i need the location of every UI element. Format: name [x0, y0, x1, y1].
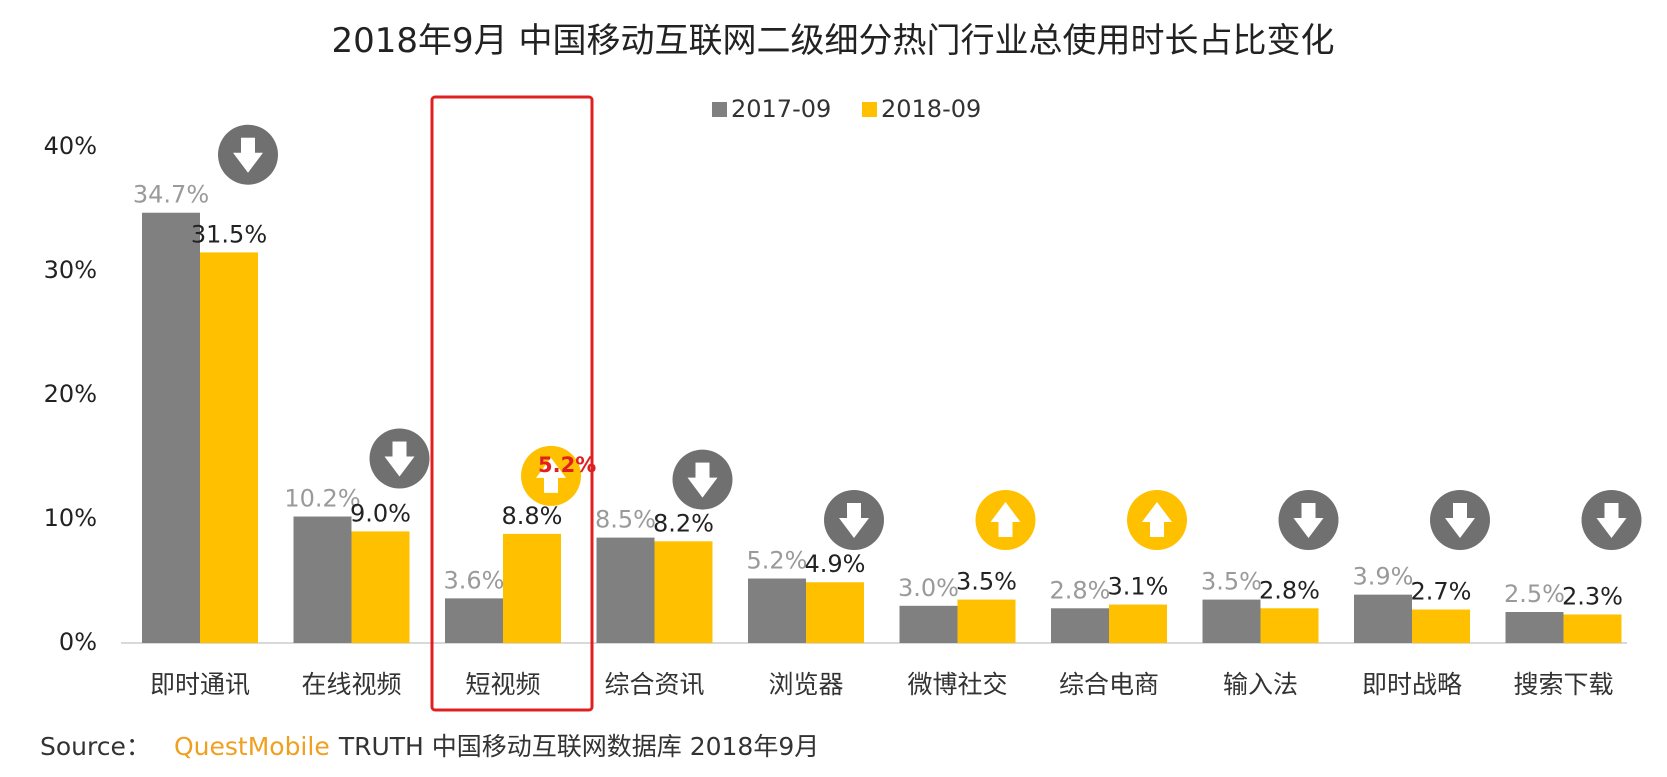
category-label: 输入法 — [1223, 670, 1298, 699]
bar-2018-09 — [654, 541, 713, 643]
category-label: 在线视频 — [301, 670, 401, 699]
category-labels-group: 即时通讯 在线视频 短视频 综合资讯 浏览器 微博社交 综合电商 输入法 即时战略 搜索下载 — [150, 670, 1614, 699]
bar-2018-09 — [503, 533, 561, 643]
bar-2018-09 — [200, 252, 258, 643]
bar-2018-09 — [1260, 608, 1319, 643]
bar-2017-09 — [1051, 608, 1109, 643]
y-tick-label: 30% — [44, 256, 97, 284]
arrow-down-icon — [1278, 490, 1339, 550]
source-brand: QuestMobile — [174, 732, 330, 761]
legend-swatch-2017 — [712, 102, 727, 117]
category-label: 浏览器 — [768, 670, 843, 699]
source-prefix: Source： — [40, 732, 151, 761]
svg-text:Source： QuestMobile: Source： QuestMobile TRUTH 中国移动互联网数据库 201… — [40, 732, 819, 761]
data-label: 34.7% — [133, 181, 209, 209]
legend-swatch-2018 — [862, 102, 877, 117]
bar-2017-09 — [596, 537, 655, 643]
bars-group — [142, 212, 1622, 643]
source-line: Source： QuestMobile TRUTH 中国移动互联网数据库 201… — [40, 732, 819, 761]
category-label: 即时通讯 — [150, 670, 250, 699]
category-label: 微博社交 — [907, 670, 1007, 699]
arrow-down-icon — [218, 124, 278, 185]
bar-2017-09 — [293, 516, 352, 643]
data-label: 31.5% — [191, 220, 267, 248]
y-tick-label: 40% — [44, 132, 97, 160]
legend-label-2017: 2017-09 — [731, 95, 831, 123]
bar-2018-09 — [806, 582, 864, 643]
arrow-down-icon — [672, 449, 733, 510]
data-label: 9.0% — [350, 499, 411, 527]
bar-2018-09 — [957, 599, 1016, 643]
data-label: 3.9% — [1353, 563, 1414, 591]
data-label: 2.5% — [1504, 580, 1565, 608]
y-axis: 0% 10% 20% 30% 40% — [44, 132, 97, 656]
arrow-down-icon — [824, 490, 884, 550]
data-label: 2.8% — [1050, 576, 1111, 604]
bar-2017-09 — [445, 598, 503, 643]
data-label: 2.8% — [1259, 576, 1320, 604]
highlight-box — [430, 95, 594, 712]
data-label: 10.2% — [284, 485, 360, 513]
arrow-up-icon — [975, 490, 1036, 550]
bar-2018-09 — [1109, 604, 1167, 643]
data-label: 3.1% — [1108, 573, 1169, 601]
bar-labels-group: 34.7%31.5%10.2%9.0%3.6%8.8% 8.5%8.2%5.2%4… — [133, 181, 1623, 611]
category-label: 综合电商 — [1059, 670, 1159, 699]
bar-2018-09 — [351, 531, 410, 643]
arrow-up-icon — [521, 445, 581, 506]
y-tick-label: 10% — [44, 504, 97, 532]
data-label: 3.6% — [444, 566, 505, 594]
data-label: 2.3% — [1562, 582, 1623, 610]
data-label: 3.5% — [1201, 568, 1262, 596]
y-tick-label: 20% — [44, 380, 97, 408]
data-label: 2.7% — [1411, 578, 1472, 606]
bar-2017-09 — [899, 605, 958, 643]
arrow-up-icon — [1127, 490, 1187, 550]
bar-2017-09 — [1505, 612, 1564, 643]
chart-title: 2018年9月 中国移动互联网二级细分热门行业总使用时长占比变化 — [332, 21, 1335, 61]
category-label: 综合资讯 — [604, 670, 704, 699]
y-tick-label: 0% — [59, 628, 97, 656]
data-label: 8.8% — [502, 502, 563, 530]
arrow-down-icon — [369, 428, 430, 489]
data-label: 3.0% — [898, 574, 959, 602]
legend-label-2018: 2018-09 — [881, 95, 981, 123]
bar-2017-09 — [1354, 594, 1412, 643]
bar-2018-09 — [1563, 614, 1622, 643]
data-label: 8.5% — [595, 506, 656, 534]
bar-2018-09 — [1412, 609, 1470, 643]
arrow-down-icon — [1581, 490, 1642, 550]
data-label: 3.5% — [956, 568, 1017, 596]
bar-2017-09 — [142, 212, 200, 643]
category-label: 搜索下载 — [1513, 670, 1613, 699]
data-label: 5.2% — [747, 547, 808, 575]
bar-2017-09 — [748, 578, 806, 643]
category-label: 短视频 — [465, 670, 540, 699]
source-text: TRUTH 中国移动互联网数据库 2018年9月 — [338, 732, 819, 761]
highlight-change-label: 5.2% — [538, 453, 596, 477]
bar-2017-09 — [1202, 599, 1261, 643]
legend: 2017-09 2018-09 — [712, 95, 981, 123]
data-label: 4.9% — [805, 550, 866, 578]
arrow-down-icon — [1430, 490, 1490, 550]
category-label: 即时战略 — [1362, 670, 1462, 699]
data-label: 8.2% — [653, 509, 714, 537]
trend-icons-group — [218, 124, 1642, 550]
